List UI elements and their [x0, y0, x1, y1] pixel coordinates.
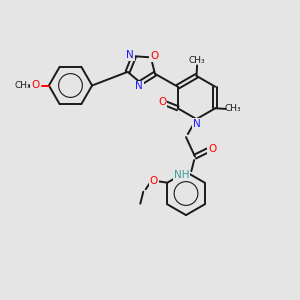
Text: O: O	[150, 176, 158, 186]
Text: NH: NH	[174, 170, 189, 180]
Text: N: N	[135, 81, 143, 92]
Text: O: O	[158, 98, 166, 107]
Text: O: O	[208, 143, 216, 154]
Text: O: O	[150, 51, 159, 61]
Text: CH₃: CH₃	[14, 81, 31, 90]
Text: N: N	[193, 119, 200, 129]
Text: CH₃: CH₃	[189, 56, 206, 65]
Text: O: O	[31, 80, 40, 91]
Text: N: N	[127, 50, 134, 60]
Text: CH₃: CH₃	[224, 104, 241, 113]
